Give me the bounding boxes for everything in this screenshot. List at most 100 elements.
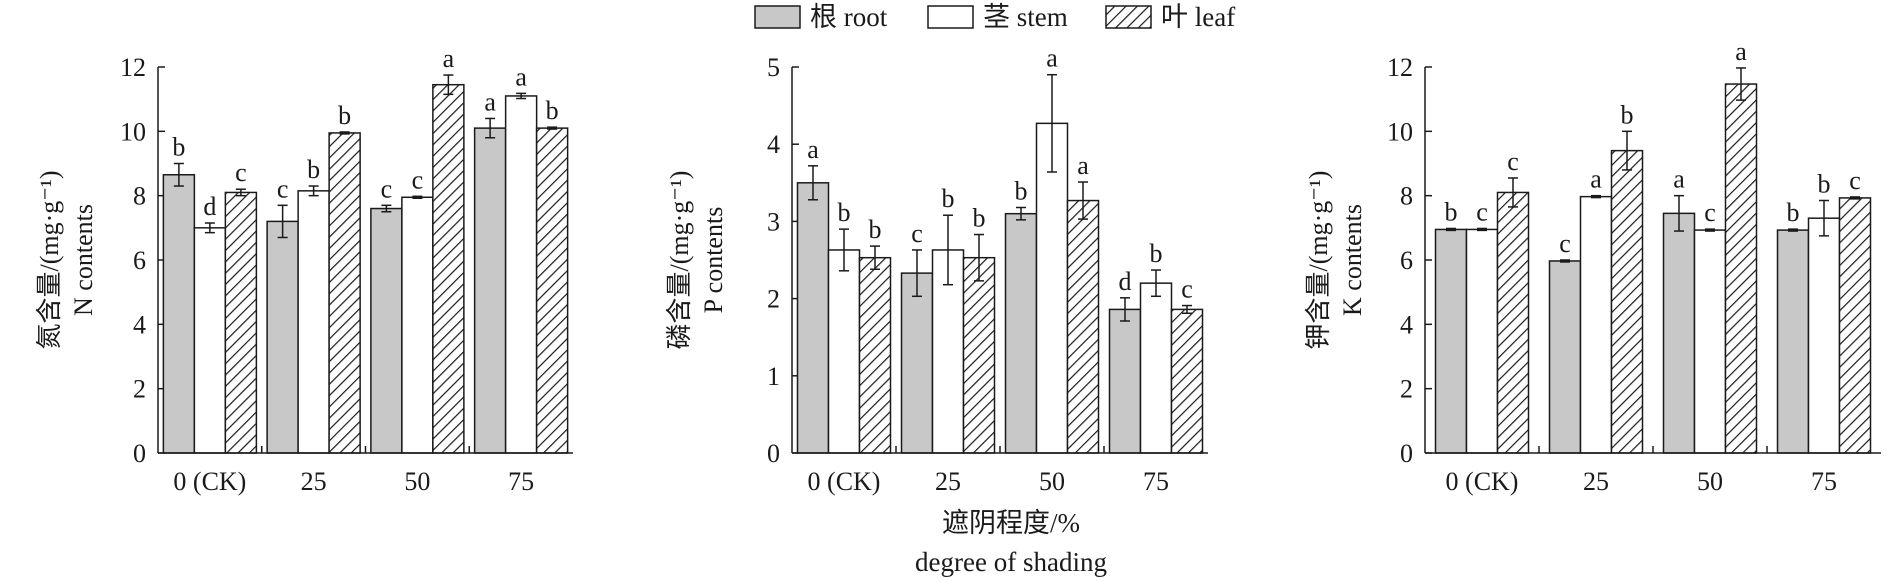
significance-letter: c	[381, 174, 393, 203]
significance-letter: c	[1476, 197, 1488, 226]
significance-letter: a	[1046, 44, 1058, 73]
bar-root	[266, 220, 299, 454]
bar-leaf	[1066, 199, 1100, 454]
x-axis-title-cn: 遮阴程度/%	[942, 508, 1080, 538]
significance-letter: c	[1507, 147, 1519, 176]
bar-stem	[827, 249, 861, 454]
legend-swatch-leaf	[1105, 5, 1152, 29]
x-axis-title-en: degree of shading	[915, 547, 1107, 577]
bar-stem	[504, 95, 538, 454]
legend-swatch-root	[754, 5, 801, 29]
bar-root	[1108, 308, 1142, 454]
significance-letter: a	[515, 62, 527, 91]
bar-stem	[1693, 229, 1727, 454]
y-tick-label: 8	[1400, 182, 1413, 211]
bar-root	[1548, 260, 1582, 454]
y-axis-title-en: N contents	[69, 204, 98, 316]
bar-stem	[1465, 228, 1499, 454]
y-tick-label: 0	[767, 439, 780, 468]
y-tick-label: 5	[767, 53, 780, 82]
x-tick-label: 0 (CK)	[1446, 467, 1519, 496]
significance-letter: a	[1077, 151, 1089, 180]
x-tick-label: 75	[1143, 467, 1169, 496]
significance-letter: b	[1787, 198, 1800, 227]
y-tick-label: 2	[767, 285, 780, 314]
significance-letter: c	[1559, 229, 1571, 258]
y-axis-title-en: K contents	[1338, 204, 1367, 316]
bar-stem	[1139, 282, 1173, 454]
bar-leaf	[535, 127, 569, 454]
y-tick-label: 10	[1387, 117, 1413, 146]
x-tick-label: 75	[508, 467, 534, 496]
significance-letter: a	[1673, 165, 1685, 194]
x-tick-label: 75	[1811, 467, 1837, 496]
significance-letter: c	[235, 158, 247, 187]
significance-letter: b	[172, 133, 185, 162]
y-tick-label: 0	[133, 439, 146, 468]
significance-letter: b	[1818, 169, 1831, 198]
legend-label-root: 根 root	[810, 2, 888, 32]
bar-root	[370, 207, 403, 454]
bar-root	[1004, 212, 1038, 454]
bar-stem	[401, 196, 434, 454]
x-tick-label: 25	[935, 467, 961, 496]
significance-letter: b	[307, 155, 320, 184]
significance-letter: b	[1150, 239, 1163, 268]
significance-letter: c	[911, 219, 923, 248]
x-tick-label: 50	[1697, 467, 1723, 496]
bar-stem	[1035, 122, 1069, 454]
bar-root	[900, 272, 934, 454]
bar-leaf	[962, 256, 996, 454]
bar-root	[162, 174, 196, 454]
significance-letter: b	[546, 96, 559, 125]
bar-stem	[1807, 217, 1841, 454]
bar-leaf	[1170, 308, 1204, 454]
significance-letter: a	[484, 87, 496, 116]
x-tick-label: 0 (CK)	[173, 467, 246, 496]
significance-letter: d	[203, 192, 216, 221]
y-tick-label: 12	[120, 53, 146, 82]
y-axis-title-cn: 钾含量/(mg·g⁻¹)	[1304, 171, 1333, 350]
significance-letter: b	[1621, 100, 1634, 129]
bar-leaf	[224, 191, 258, 454]
y-tick-label: 2	[1400, 375, 1413, 404]
y-tick-label: 8	[133, 182, 146, 211]
x-tick-label: 50	[404, 467, 430, 496]
bar-stem	[297, 190, 330, 454]
significance-letter: b	[1015, 177, 1028, 206]
y-tick-label: 4	[133, 310, 146, 339]
x-tick-label: 25	[301, 467, 327, 496]
bar-root	[796, 182, 830, 454]
bar-leaf	[432, 83, 465, 454]
y-tick-label: 3	[767, 207, 780, 236]
significance-letter: a	[1590, 165, 1602, 194]
y-tick-label: 0	[1400, 439, 1413, 468]
y-axis-title-cn: 磷含量/(mg·g⁻¹)	[665, 171, 694, 350]
significance-letter: c	[412, 165, 424, 194]
significance-letter: c	[1849, 166, 1861, 195]
significance-letter: a	[443, 44, 455, 73]
y-axis-title-cn: 氮含量/(mg·g⁻¹)	[35, 171, 64, 350]
bar-leaf	[858, 256, 892, 454]
significance-letter: b	[1445, 197, 1458, 226]
significance-letter: c	[1704, 198, 1716, 227]
x-tick-label: 25	[1583, 467, 1609, 496]
bar-leaf	[328, 132, 361, 454]
bar-leaf	[1838, 197, 1872, 454]
bar-stem	[193, 227, 227, 454]
bar-stem	[1579, 195, 1613, 454]
bar-root	[1662, 212, 1696, 454]
legend-item-leaf: 叶 leaf	[1105, 2, 1235, 32]
x-tick-label: 50	[1039, 467, 1065, 496]
significance-letter: b	[942, 184, 955, 213]
bar-leaf	[1496, 191, 1530, 454]
y-tick-label: 10	[120, 117, 146, 146]
bar-root	[1776, 229, 1810, 454]
significance-letter: c	[1181, 275, 1193, 304]
y-tick-label: 4	[767, 130, 780, 159]
y-axis-title-en: P contents	[699, 207, 728, 314]
bar-leaf	[1724, 83, 1758, 454]
